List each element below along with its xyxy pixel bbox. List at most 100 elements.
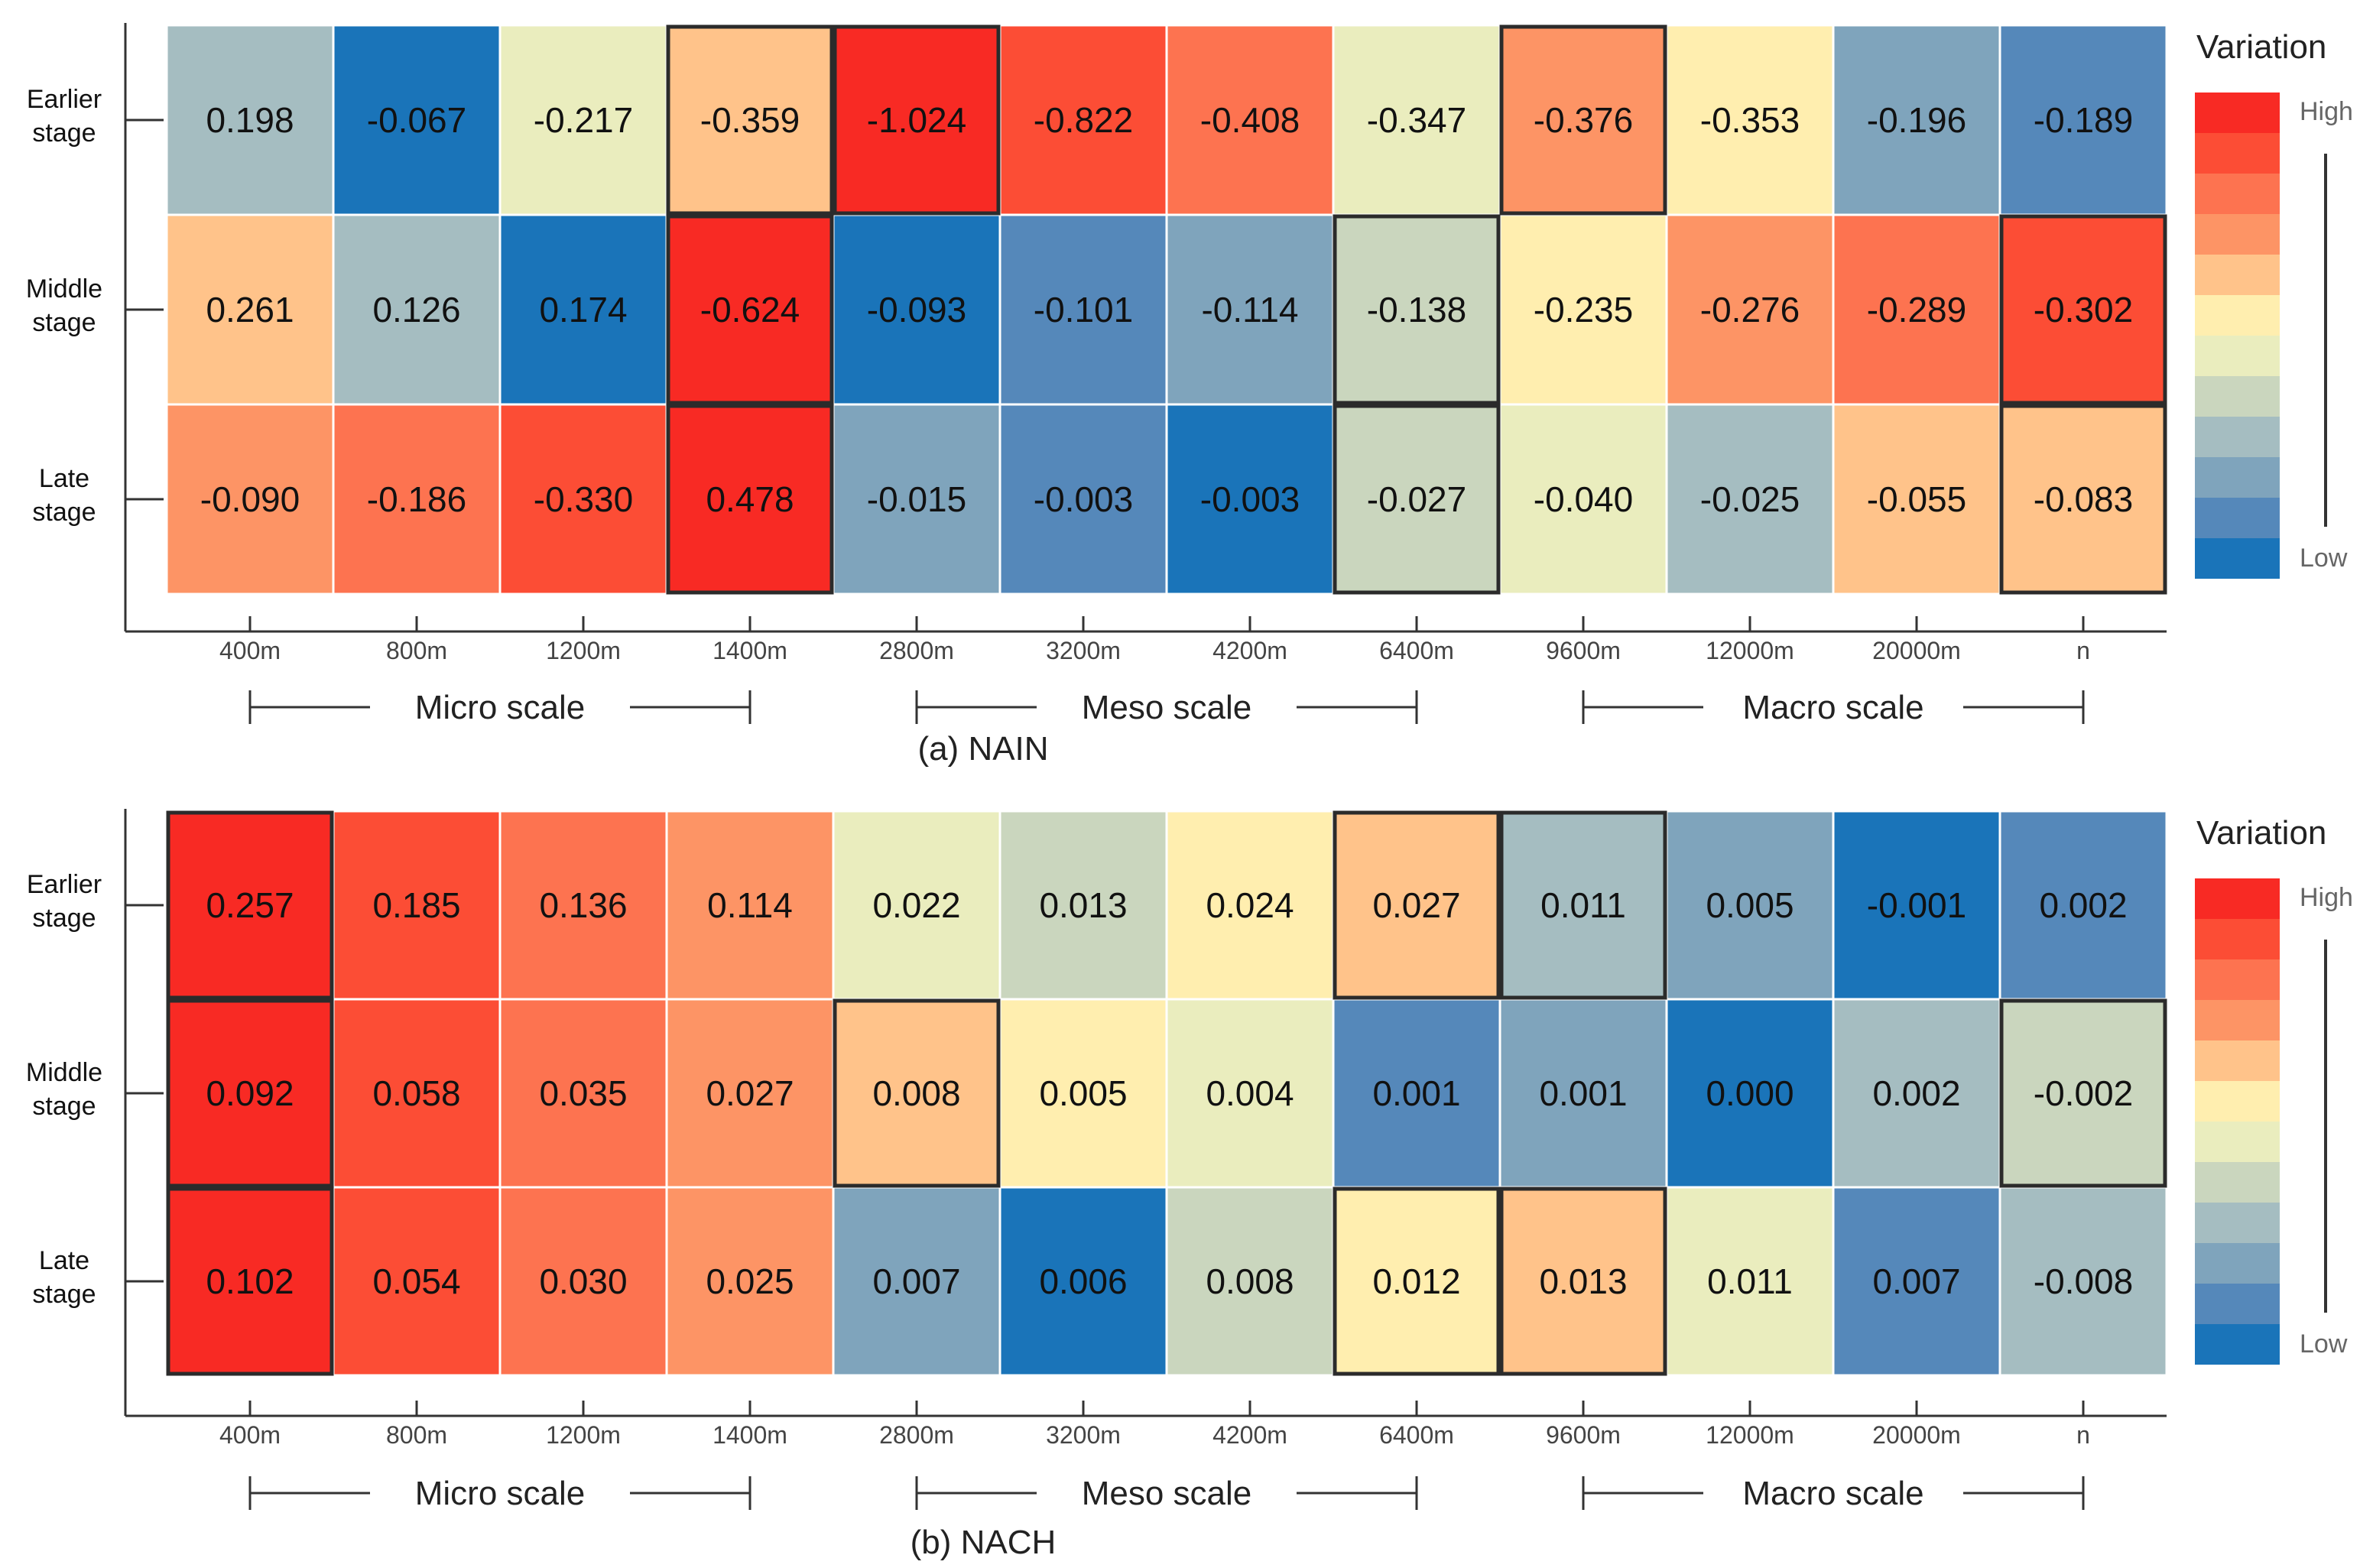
cell-value-label: 0.012 — [1372, 1261, 1460, 1301]
cell-value-label: 0.027 — [1372, 885, 1460, 925]
legend-swatch — [2195, 336, 2280, 376]
cell-value-label: -0.003 — [1200, 479, 1300, 519]
cell-value-label: 0.027 — [706, 1073, 794, 1113]
heatmap-cell — [1998, 1186, 2168, 1377]
highlight-border — [833, 24, 1001, 216]
cell-value-label: -0.025 — [1700, 479, 1800, 519]
cell-value-label: -0.093 — [867, 290, 966, 330]
highlight-border — [1333, 1187, 1501, 1376]
heatmap-cell — [1832, 1186, 2001, 1377]
cell-value-label: -0.822 — [1034, 100, 1133, 140]
heatmap-cell — [665, 24, 835, 216]
heatmap-cell — [332, 24, 502, 216]
highlight-border — [666, 24, 834, 216]
legend-swatch — [2195, 214, 2280, 255]
highlight-border — [833, 998, 1001, 1188]
legend-title: Variation — [2196, 28, 2326, 66]
heatmap-cell — [165, 24, 335, 216]
x-tick-label: 20000m — [1872, 637, 1961, 664]
heatmap-cell — [1665, 810, 1835, 1001]
legend-swatch — [2195, 376, 2280, 417]
heatmap-cell — [498, 998, 668, 1189]
cell-value-label: -0.067 — [367, 100, 466, 140]
cell-value-label: -0.276 — [1700, 290, 1800, 330]
heatmap-cell — [1998, 403, 2168, 596]
highlight-border — [1333, 214, 1501, 405]
heatmap-cell — [1165, 1186, 1335, 1377]
highlight-border — [1333, 810, 1501, 1000]
cell-value-label: -0.330 — [534, 479, 633, 519]
x-tick-label: 6400m — [1379, 637, 1454, 664]
legend-swatch — [2195, 1284, 2280, 1324]
cell-value-label: 0.007 — [872, 1261, 960, 1301]
cell-value-label: -0.624 — [700, 290, 800, 330]
cell-value-label: -0.289 — [1867, 290, 1966, 330]
heatmap-cell — [332, 1186, 502, 1377]
legend-swatch — [2195, 1081, 2280, 1122]
cell-value-label: 0.004 — [1206, 1073, 1294, 1113]
cell-value-label: -0.376 — [1534, 100, 1633, 140]
heatmap-panel-nain: 0.198 -0.067 -0.217 -0.359 -1.024 -0.822 -0.40… — [26, 23, 2353, 768]
cell-value-label: -0.090 — [200, 479, 300, 519]
row-label: stage — [32, 118, 96, 148]
heatmap-cell — [1498, 1186, 1668, 1377]
cell-value-label: 0.011 — [1540, 885, 1626, 925]
heatmap-cell — [165, 403, 335, 596]
heatmap-cell — [832, 403, 1001, 596]
cell-value-label: 0.025 — [706, 1261, 794, 1301]
highlight-border — [166, 998, 334, 1188]
highlight-border — [1999, 998, 2167, 1188]
scale-group-label: Micro scale — [415, 1475, 586, 1512]
legend-swatch — [2195, 878, 2280, 919]
heatmap-cell — [1332, 213, 1501, 406]
cell-value-label: 0.092 — [206, 1073, 294, 1113]
heatmap-cell — [1832, 998, 2001, 1189]
cell-value-label: 0.001 — [1372, 1073, 1460, 1113]
x-tick-label: 1200m — [546, 637, 621, 664]
cell-value-label: -0.002 — [2034, 1073, 2133, 1113]
cell-value-label: 0.024 — [1206, 885, 1294, 925]
x-tick-label: 6400m — [1379, 1421, 1454, 1449]
legend-swatch — [2195, 1203, 2280, 1243]
cell-value-label: 0.478 — [706, 479, 794, 519]
heatmap-cell — [1665, 998, 1835, 1189]
heatmap-cell — [832, 24, 1001, 216]
x-tick-label: 12000m — [1706, 637, 1794, 664]
legend-swatch — [2195, 255, 2280, 295]
x-tick-label: 800m — [386, 1421, 447, 1449]
cell-value-label: 0.007 — [1872, 1261, 1960, 1301]
heatmap-cell — [165, 213, 335, 406]
heatmap-cell — [1665, 1186, 1835, 1377]
cell-value-label: -0.359 — [700, 100, 800, 140]
heatmap-cell — [1665, 403, 1835, 596]
row-label: Earlier — [27, 870, 102, 899]
legend-swatch — [2195, 919, 2280, 959]
cell-value-label: 0.008 — [872, 1073, 960, 1113]
heatmap-cell — [998, 213, 1168, 406]
cell-value-label: 0.011 — [1707, 1261, 1793, 1301]
row-label: stage — [32, 1280, 96, 1309]
cell-value-label: -0.040 — [1534, 479, 1633, 519]
x-tick-label: 1200m — [546, 1421, 621, 1449]
heatmap-cell — [665, 1186, 835, 1377]
heatmap-cell — [998, 24, 1168, 216]
legend-swatch — [2195, 1122, 2280, 1162]
heatmap-cell — [498, 24, 668, 216]
heatmap-cell — [498, 403, 668, 596]
cell-value-label: -1.024 — [867, 100, 966, 140]
legend-high-label: High — [2300, 883, 2353, 912]
x-tick-label: 20000m — [1872, 1421, 1961, 1449]
legend-swatch — [2195, 417, 2280, 457]
cell-value-label: -0.196 — [1867, 100, 1966, 140]
x-tick-label: 1400m — [713, 637, 787, 664]
cell-value-label: 0.174 — [539, 290, 627, 330]
x-tick-label: n — [2076, 637, 2090, 664]
row-label: Late — [39, 1246, 89, 1275]
heatmap-cell — [498, 1186, 668, 1377]
cell-value-label: 0.013 — [1539, 1261, 1627, 1301]
cell-value-label: -0.003 — [1034, 479, 1133, 519]
highlight-border — [666, 214, 834, 405]
legend-high-label: High — [2300, 97, 2353, 126]
cell-value-label: 0.002 — [1872, 1073, 1960, 1113]
